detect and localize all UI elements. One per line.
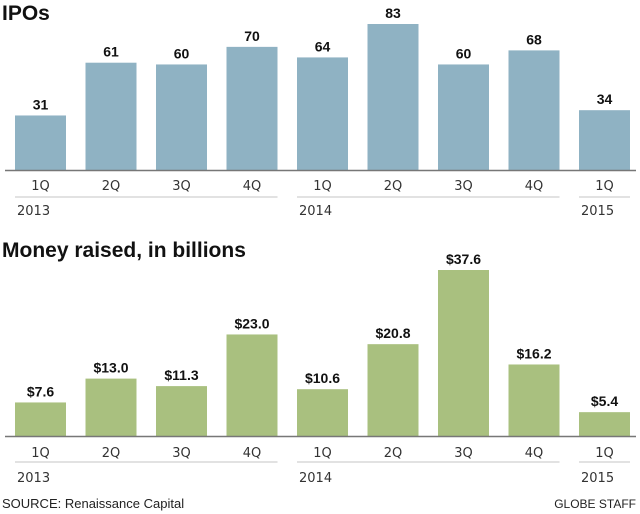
ipo-x-tick-label: 4Q: [243, 179, 262, 194]
money-chart-title: Money raised, in billions: [2, 239, 246, 262]
ipo-bar: [85, 62, 137, 171]
ipo-bar: [508, 50, 560, 170]
ipo-bar: [226, 46, 278, 170]
money-bar: [508, 364, 560, 436]
ipo-data-label: 34: [597, 91, 613, 107]
ipo-x-tick-label: 1Q: [31, 179, 50, 194]
money-x-tick-label: 4Q: [243, 446, 262, 461]
ipo-data-label: 70: [244, 28, 260, 44]
ipo-data-label: 68: [526, 31, 542, 47]
money-bar: [438, 270, 489, 436]
money-x-tick-label: 4Q: [525, 446, 544, 461]
ipo-x-tick-label: 3Q: [172, 179, 191, 194]
ipo-year-label: 2014: [299, 204, 332, 219]
ipo-data-label: 60: [174, 45, 190, 61]
money-data-label: $13.0: [93, 360, 128, 376]
ipo-bar: [156, 64, 207, 170]
money-year-label: 2013: [17, 471, 50, 486]
money-x-tick-label: 1Q: [595, 446, 614, 461]
ipos-chart: 31 1Q 61 2Q 60 3Q 70 4Q 64 1Q 83 2Q 60 3Q 68 4Q 34 1Q 2013…: [5, 5, 636, 219]
money-data-label: $23.0: [234, 315, 269, 331]
money-bar: [579, 412, 630, 436]
money-x-tick-label: 2Q: [384, 446, 403, 461]
ipo-x-tick-label: 1Q: [313, 179, 332, 194]
ipo-bar: [15, 115, 66, 170]
ipo-data-label: 64: [315, 38, 331, 54]
money-data-label: $7.6: [27, 383, 54, 399]
ipo-year-label: 2015: [581, 204, 614, 219]
ipos-chart-title: IPOs: [2, 2, 50, 25]
money-data-label: $16.2: [516, 345, 551, 361]
ipo-data-label: 83: [385, 5, 401, 21]
ipo-bar: [579, 110, 630, 170]
ipo-x-tick-label: 3Q: [454, 179, 473, 194]
ipo-x-tick-label: 2Q: [384, 179, 403, 194]
money-data-label: $37.6: [446, 251, 481, 267]
credit-note: GLOBE STAFF: [554, 497, 636, 511]
money-x-tick-label: 2Q: [102, 446, 121, 461]
money-data-label: $10.6: [305, 370, 340, 386]
ipo-data-label: 61: [103, 44, 119, 60]
money-data-label: $20.8: [375, 325, 410, 341]
source-note: SOURCE: Renaissance Capital: [2, 496, 184, 511]
money-year-label: 2014: [299, 471, 332, 486]
ipo-bar: [367, 24, 419, 170]
ipo-bar: [297, 57, 348, 170]
ipo-x-tick-label: 4Q: [525, 179, 544, 194]
ipo-x-tick-label: 2Q: [102, 179, 121, 194]
money-bar: [156, 386, 207, 436]
ipo-bar: [438, 64, 489, 170]
ipo-data-label: 60: [456, 45, 472, 61]
money-bar: [15, 402, 66, 436]
ipo-year-label: 2013: [17, 204, 50, 219]
money-x-tick-label: 1Q: [313, 446, 332, 461]
money-bar: [85, 378, 137, 436]
money-x-tick-label: 3Q: [454, 446, 473, 461]
ipo-x-tick-label: 1Q: [595, 179, 614, 194]
money-year-label: 2015: [581, 471, 614, 486]
money-bar: [367, 344, 419, 436]
ipo-data-label: 31: [33, 96, 49, 112]
money-x-tick-label: 3Q: [172, 446, 191, 461]
money-bar: [297, 389, 348, 436]
money-data-label: $5.4: [591, 393, 618, 409]
money-x-tick-label: 1Q: [31, 446, 50, 461]
money-data-label: $11.3: [164, 367, 198, 383]
money-bar: [226, 334, 278, 436]
money-raised-chart: $7.6 1Q $13.0 2Q $11.3 3Q $23.0 4Q $10.6 1Q $20.8 2…: [5, 251, 636, 486]
